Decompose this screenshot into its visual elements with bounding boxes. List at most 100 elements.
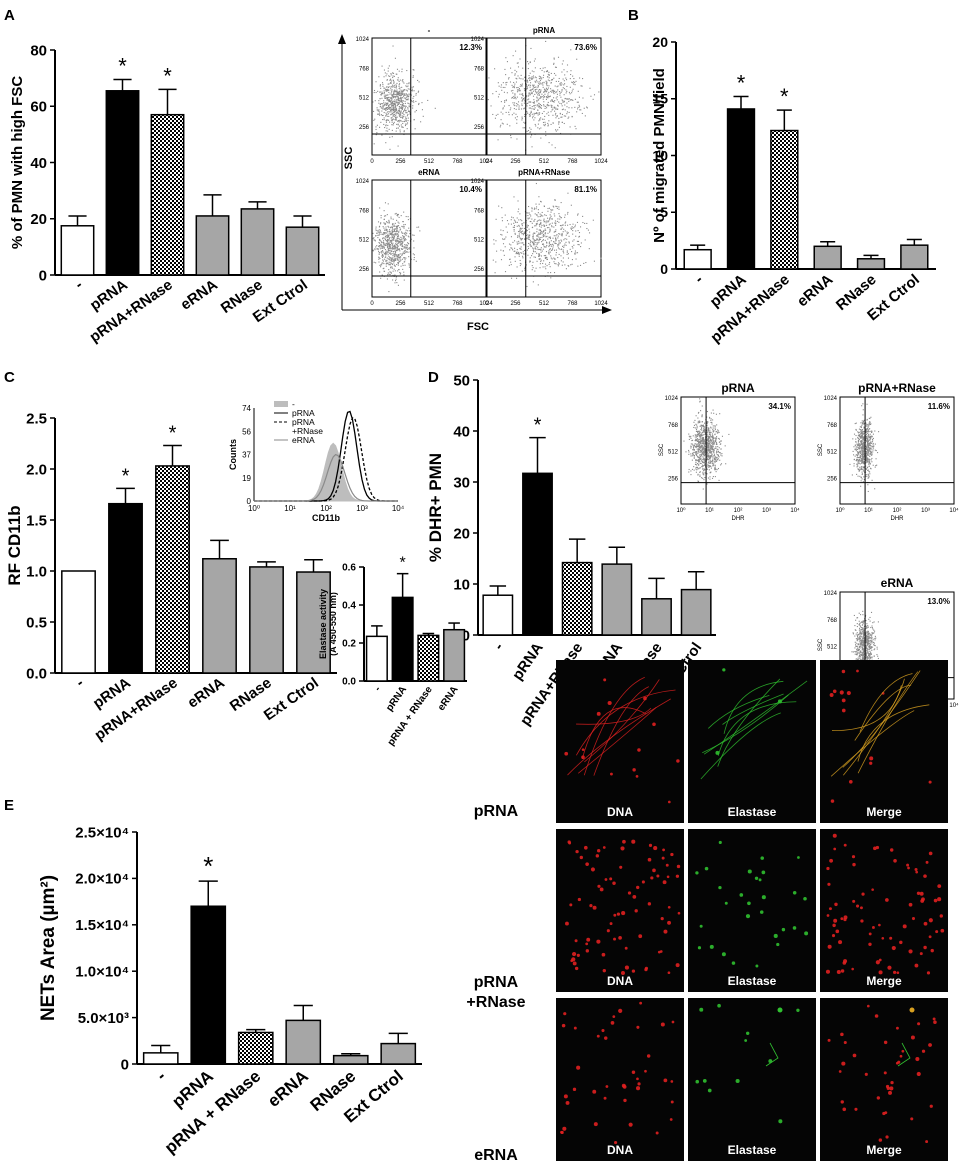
event-dot (871, 454, 873, 456)
event-dot (539, 233, 541, 235)
event-dot (710, 418, 712, 420)
event-dot (869, 423, 871, 426)
event-dot (512, 241, 514, 243)
event-dot (701, 466, 703, 468)
event-dot (704, 450, 706, 452)
event-dot (860, 469, 862, 471)
event-dot (387, 251, 389, 254)
ssc-arrowhead (338, 34, 346, 44)
event-dot (862, 639, 864, 642)
event-dot (403, 239, 406, 241)
event-dot (402, 103, 404, 105)
event-dot (394, 244, 396, 246)
event-dot (402, 232, 404, 234)
event-dot (862, 469, 864, 471)
event-dot (502, 113, 504, 115)
event-dot (538, 91, 540, 93)
event-dot (392, 223, 394, 225)
event-dot (549, 248, 551, 250)
event-dot (396, 213, 398, 216)
event-dot (511, 72, 513, 74)
event-dot (544, 107, 546, 110)
event-dot (561, 71, 563, 73)
event-dot (545, 229, 547, 231)
event-dot (542, 262, 544, 265)
event-dot (399, 116, 401, 118)
event-dot (861, 460, 863, 462)
event-dot (403, 274, 405, 276)
event-dot (398, 103, 400, 106)
event-dot (529, 241, 532, 243)
event-dot (586, 107, 588, 109)
event-dot (866, 448, 868, 450)
event-dot (529, 239, 531, 241)
event-dot (403, 271, 405, 273)
flow-y-tick-label: 256 (827, 476, 838, 482)
event-dot (560, 82, 562, 84)
event-dot (694, 427, 696, 429)
event-dot (403, 257, 405, 259)
event-dot (500, 111, 502, 113)
event-dot (862, 481, 864, 483)
event-dot (858, 453, 860, 455)
event-dot (706, 453, 708, 455)
event-dot (550, 249, 553, 251)
event-dot (863, 476, 865, 478)
flow-plot-title: pRNA (721, 381, 755, 395)
event-dot (863, 478, 865, 481)
event-dot (697, 473, 699, 475)
event-dot (382, 83, 384, 85)
event-dot (554, 199, 556, 202)
event-dot (380, 107, 382, 109)
event-dot (534, 89, 536, 91)
event-dot (378, 245, 380, 247)
event-dot (703, 446, 705, 448)
event-dot (683, 440, 685, 442)
event-dot (395, 87, 397, 89)
event-dot (396, 91, 399, 93)
event-dot (545, 268, 547, 270)
event-dot (401, 116, 403, 119)
event-dot (394, 106, 396, 108)
flow-x-tick-label: 10¹ (705, 508, 714, 514)
event-dot (386, 246, 388, 248)
event-dot (517, 62, 519, 64)
event-dot (506, 92, 508, 94)
event-dot (699, 471, 701, 473)
event-dot (406, 242, 409, 244)
event-dot (535, 112, 537, 115)
event-dot (580, 85, 582, 87)
event-dot (518, 240, 520, 242)
event-dot (529, 231, 531, 233)
event-dot (546, 82, 548, 84)
event-dot (878, 431, 880, 433)
event-dot (381, 65, 383, 67)
flow-y-tick-label: 768 (359, 66, 370, 72)
event-dot (573, 244, 575, 246)
event-dot (702, 437, 704, 439)
event-dot (517, 230, 520, 233)
event-dot (377, 230, 379, 232)
event-dot (860, 426, 862, 429)
event-dot (712, 429, 714, 431)
event-dot (390, 253, 392, 255)
event-dot (561, 63, 563, 65)
event-dot (867, 477, 869, 479)
event-dot (519, 93, 521, 95)
event-dot (707, 455, 709, 457)
event-dot (704, 469, 706, 471)
event-dot (401, 225, 403, 227)
event-dot (690, 453, 692, 455)
event-dot (397, 259, 399, 261)
event-dot (544, 263, 547, 265)
event-dot (549, 262, 551, 264)
event-dot (873, 632, 875, 634)
event-dot (558, 253, 560, 255)
event-dot (388, 96, 390, 98)
event-dot (405, 120, 407, 123)
event-dot (863, 426, 865, 428)
event-dot (403, 121, 405, 123)
event-dot (869, 620, 871, 622)
event-dot (861, 462, 863, 464)
y-tick-label: 50 (453, 372, 470, 389)
